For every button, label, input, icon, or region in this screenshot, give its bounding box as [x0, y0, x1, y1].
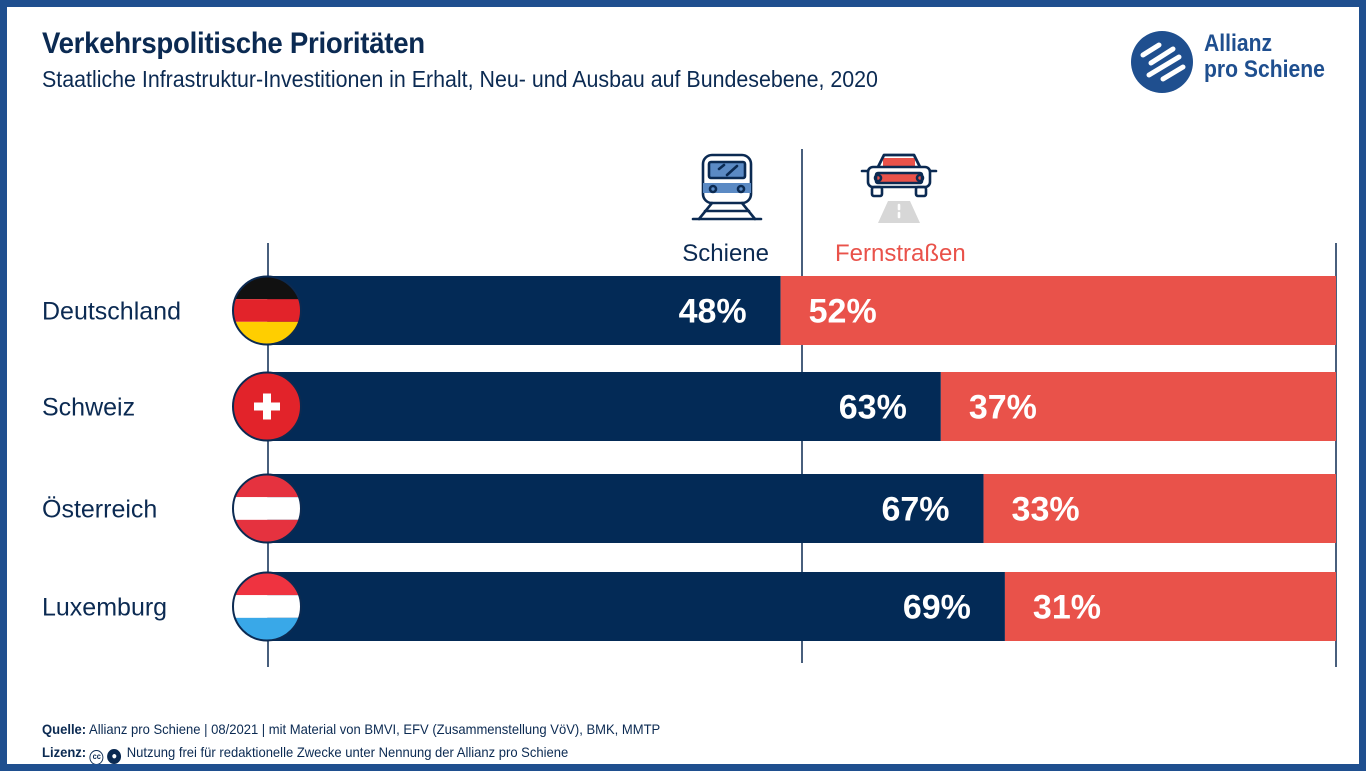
bar-fernstrassen — [940, 372, 1336, 441]
germany-flag-icon — [233, 276, 301, 345]
bar-fernstrassen — [780, 276, 1336, 345]
value-label-schiene: 67% — [881, 491, 949, 529]
legend-fernstrassen: Fernstraßen — [835, 240, 966, 267]
train-icon — [691, 153, 763, 221]
value-label-schiene: 69% — [903, 589, 971, 627]
category-label: Luxemburg — [42, 594, 167, 622]
flag-outline — [232, 571, 302, 642]
license-label: Lizenz: — [42, 744, 87, 760]
value-label-schiene: 63% — [839, 389, 907, 427]
bar-schiene — [268, 372, 941, 441]
logo-line-1: Allianz — [1204, 30, 1273, 57]
logo-mark-icon — [1131, 31, 1193, 93]
category-label: Deutschland — [42, 298, 181, 326]
flag-outline — [232, 275, 302, 346]
category-label: Schweiz — [42, 394, 135, 422]
bar-schiene — [268, 572, 1005, 641]
license-line: Lizenz: cc ● Nutzung frei für redaktione… — [42, 744, 569, 764]
value-label-fernstrassen: 31% — [1033, 589, 1101, 627]
attribution-person-icon: ● — [107, 749, 122, 764]
luxembourg-flag-icon — [233, 572, 301, 641]
logo-line-2: pro Schiene — [1204, 56, 1325, 83]
switzerland-flag-icon — [233, 372, 301, 441]
value-label-fernstrassen: 52% — [809, 293, 877, 331]
source-text: Allianz pro Schiene | 08/2021 | mit Mate… — [89, 721, 661, 737]
bar-schiene — [268, 276, 781, 345]
flag-outline — [232, 473, 302, 544]
license-text: Nutzung frei für redaktionelle Zwecke un… — [126, 744, 569, 760]
category-label: Österreich — [42, 496, 157, 524]
car-icon — [860, 153, 938, 223]
bar-schiene — [268, 474, 984, 543]
value-label-fernstrassen: 37% — [969, 389, 1037, 427]
flag-outline — [232, 371, 302, 442]
value-label-fernstrassen: 33% — [1012, 491, 1080, 529]
creative-commons-icon: cc — [89, 750, 104, 764]
value-label-schiene: 48% — [679, 293, 747, 331]
stacked-bar-chart: Schiene Fernstraßen 48% 52% Deutschland 63%… — [42, 149, 1337, 667]
legend-schiene: Schiene — [682, 240, 769, 267]
source-label: Quelle: — [42, 721, 87, 737]
bar-fernstrassen — [983, 474, 1336, 543]
allianz-pro-schiene-logo: Allianz pro Schiene — [1129, 25, 1339, 95]
bar-fernstrassen — [1004, 572, 1336, 641]
austria-flag-icon — [233, 474, 301, 543]
page-title: Verkehrspolitische Prioritäten — [42, 27, 425, 60]
page-subtitle: Staatliche Infrastruktur-Investitionen i… — [42, 66, 878, 92]
source-line: Quelle: Allianz pro Schiene | 08/2021 | … — [42, 721, 660, 737]
